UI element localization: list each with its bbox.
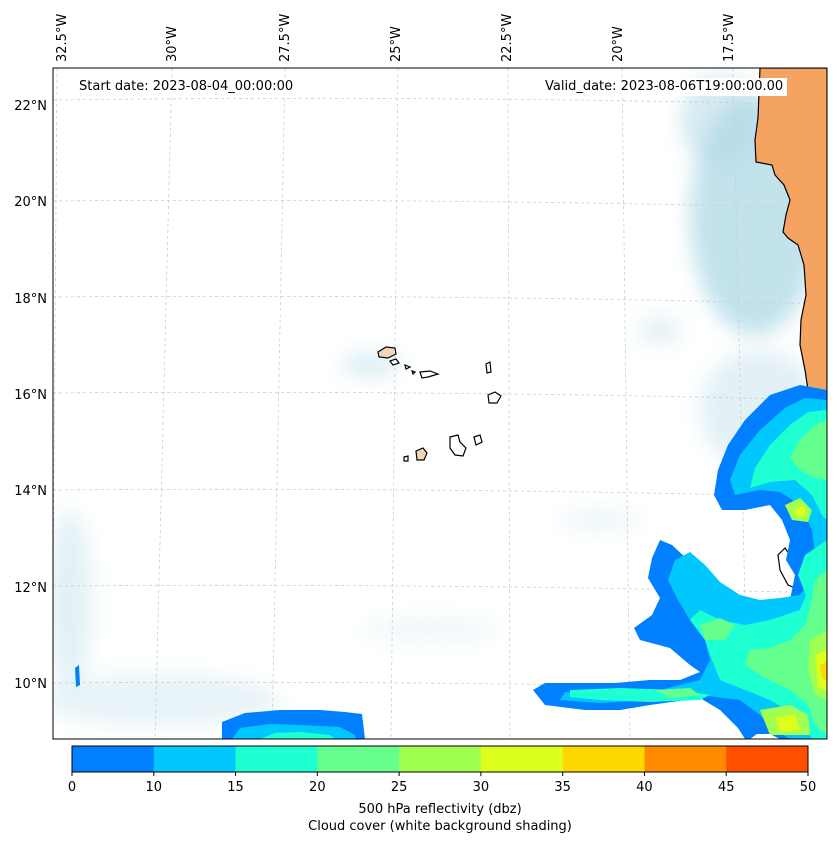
island-sal [485, 361, 492, 374]
cloud-cover-layer [53, 75, 820, 725]
lon-label: 22.5°W [500, 14, 515, 62]
island-boa-vista [487, 391, 502, 404]
colorbar-tick-label: 30 [473, 780, 490, 795]
lon-label: 20°W [611, 26, 626, 62]
colorbar-segments [72, 746, 809, 772]
colorbar-label: 500 hPa reflectivity (dbz) [358, 802, 521, 817]
lat-lon-gridlines [53, 68, 827, 739]
island-maio [473, 434, 483, 446]
lat-label: 18°N [14, 292, 47, 307]
colorbar-tick-label: 40 [636, 780, 653, 795]
colorbar: 0 10 15 20 25 30 35 40 45 50 500 hPa reflectivity… [68, 745, 816, 834]
island-santo-antao [377, 346, 397, 359]
lon-label: 27.5°W [278, 14, 293, 62]
island-fogo [415, 447, 428, 461]
colorbar-segment [726, 746, 809, 772]
colorbar-tick-label: 50 [800, 780, 817, 795]
lon-label: 30°W [165, 26, 180, 62]
lat-label: 12°N [14, 581, 47, 596]
island-sao-nicolau [404, 364, 417, 376]
colorbar-segment [153, 746, 237, 772]
colorbar-frame [71, 745, 809, 773]
cape-verde-islands [377, 346, 502, 462]
lon-label: 32.5°W [55, 14, 70, 62]
colorbar-tick-label: 25 [391, 780, 408, 795]
colorbar-tick-label: 45 [718, 780, 735, 795]
valid-date-label: Valid_date: 2023-08-06T19:00:00.00 [541, 78, 788, 96]
latitude-labels: 22°N 20°N 18°N 16°N 14°N 12°N 10°N [14, 99, 47, 692]
colorbar-tick-label: 35 [554, 780, 571, 795]
map-content [53, 68, 827, 739]
colorbar-segment [235, 746, 318, 772]
island-santiago [449, 434, 467, 457]
map-frame [52, 67, 828, 740]
colorbar-sublabel: Cloud cover (white background shading) [308, 819, 572, 834]
lat-label: 22°N [14, 99, 47, 114]
colorbar-tick-label: 15 [227, 780, 244, 795]
lat-label: 16°N [14, 388, 47, 403]
longitude-labels: 32.5°W 30°W 27.5°W 25°W 22.5°W 20°W 17.5… [55, 14, 737, 62]
island-sao-nicolau-main [419, 370, 440, 379]
lon-label: 25°W [389, 26, 404, 62]
reflectivity-main-system [533, 385, 827, 739]
colorbar-segment [399, 746, 482, 772]
reflectivity-west-cell [75, 665, 80, 687]
start-date-label: Start date: 2023-08-04_00:00:00 [75, 78, 298, 96]
colorbar-tick-label: 20 [309, 780, 326, 795]
island-sao-vicente [389, 358, 400, 366]
lon-label: 17.5°W [722, 14, 737, 62]
africa-landmass [754, 68, 827, 396]
colorbar-segment [480, 746, 564, 772]
lat-label: 20°N [14, 195, 47, 210]
reflectivity-bottom-left [222, 710, 365, 739]
colorbar-tick-label: 0 [68, 780, 76, 795]
colorbar-segment [644, 746, 727, 772]
colorbar-segment [317, 746, 400, 772]
lat-label: 10°N [14, 677, 47, 692]
colorbar-ticks: 0 10 15 20 25 30 35 40 45 50 [68, 772, 816, 795]
colorbar-tick-label: 10 [146, 780, 163, 795]
colorbar-segment [72, 746, 155, 772]
lat-label: 14°N [14, 484, 47, 499]
island-brava [403, 455, 409, 462]
colorbar-segment [562, 746, 645, 772]
